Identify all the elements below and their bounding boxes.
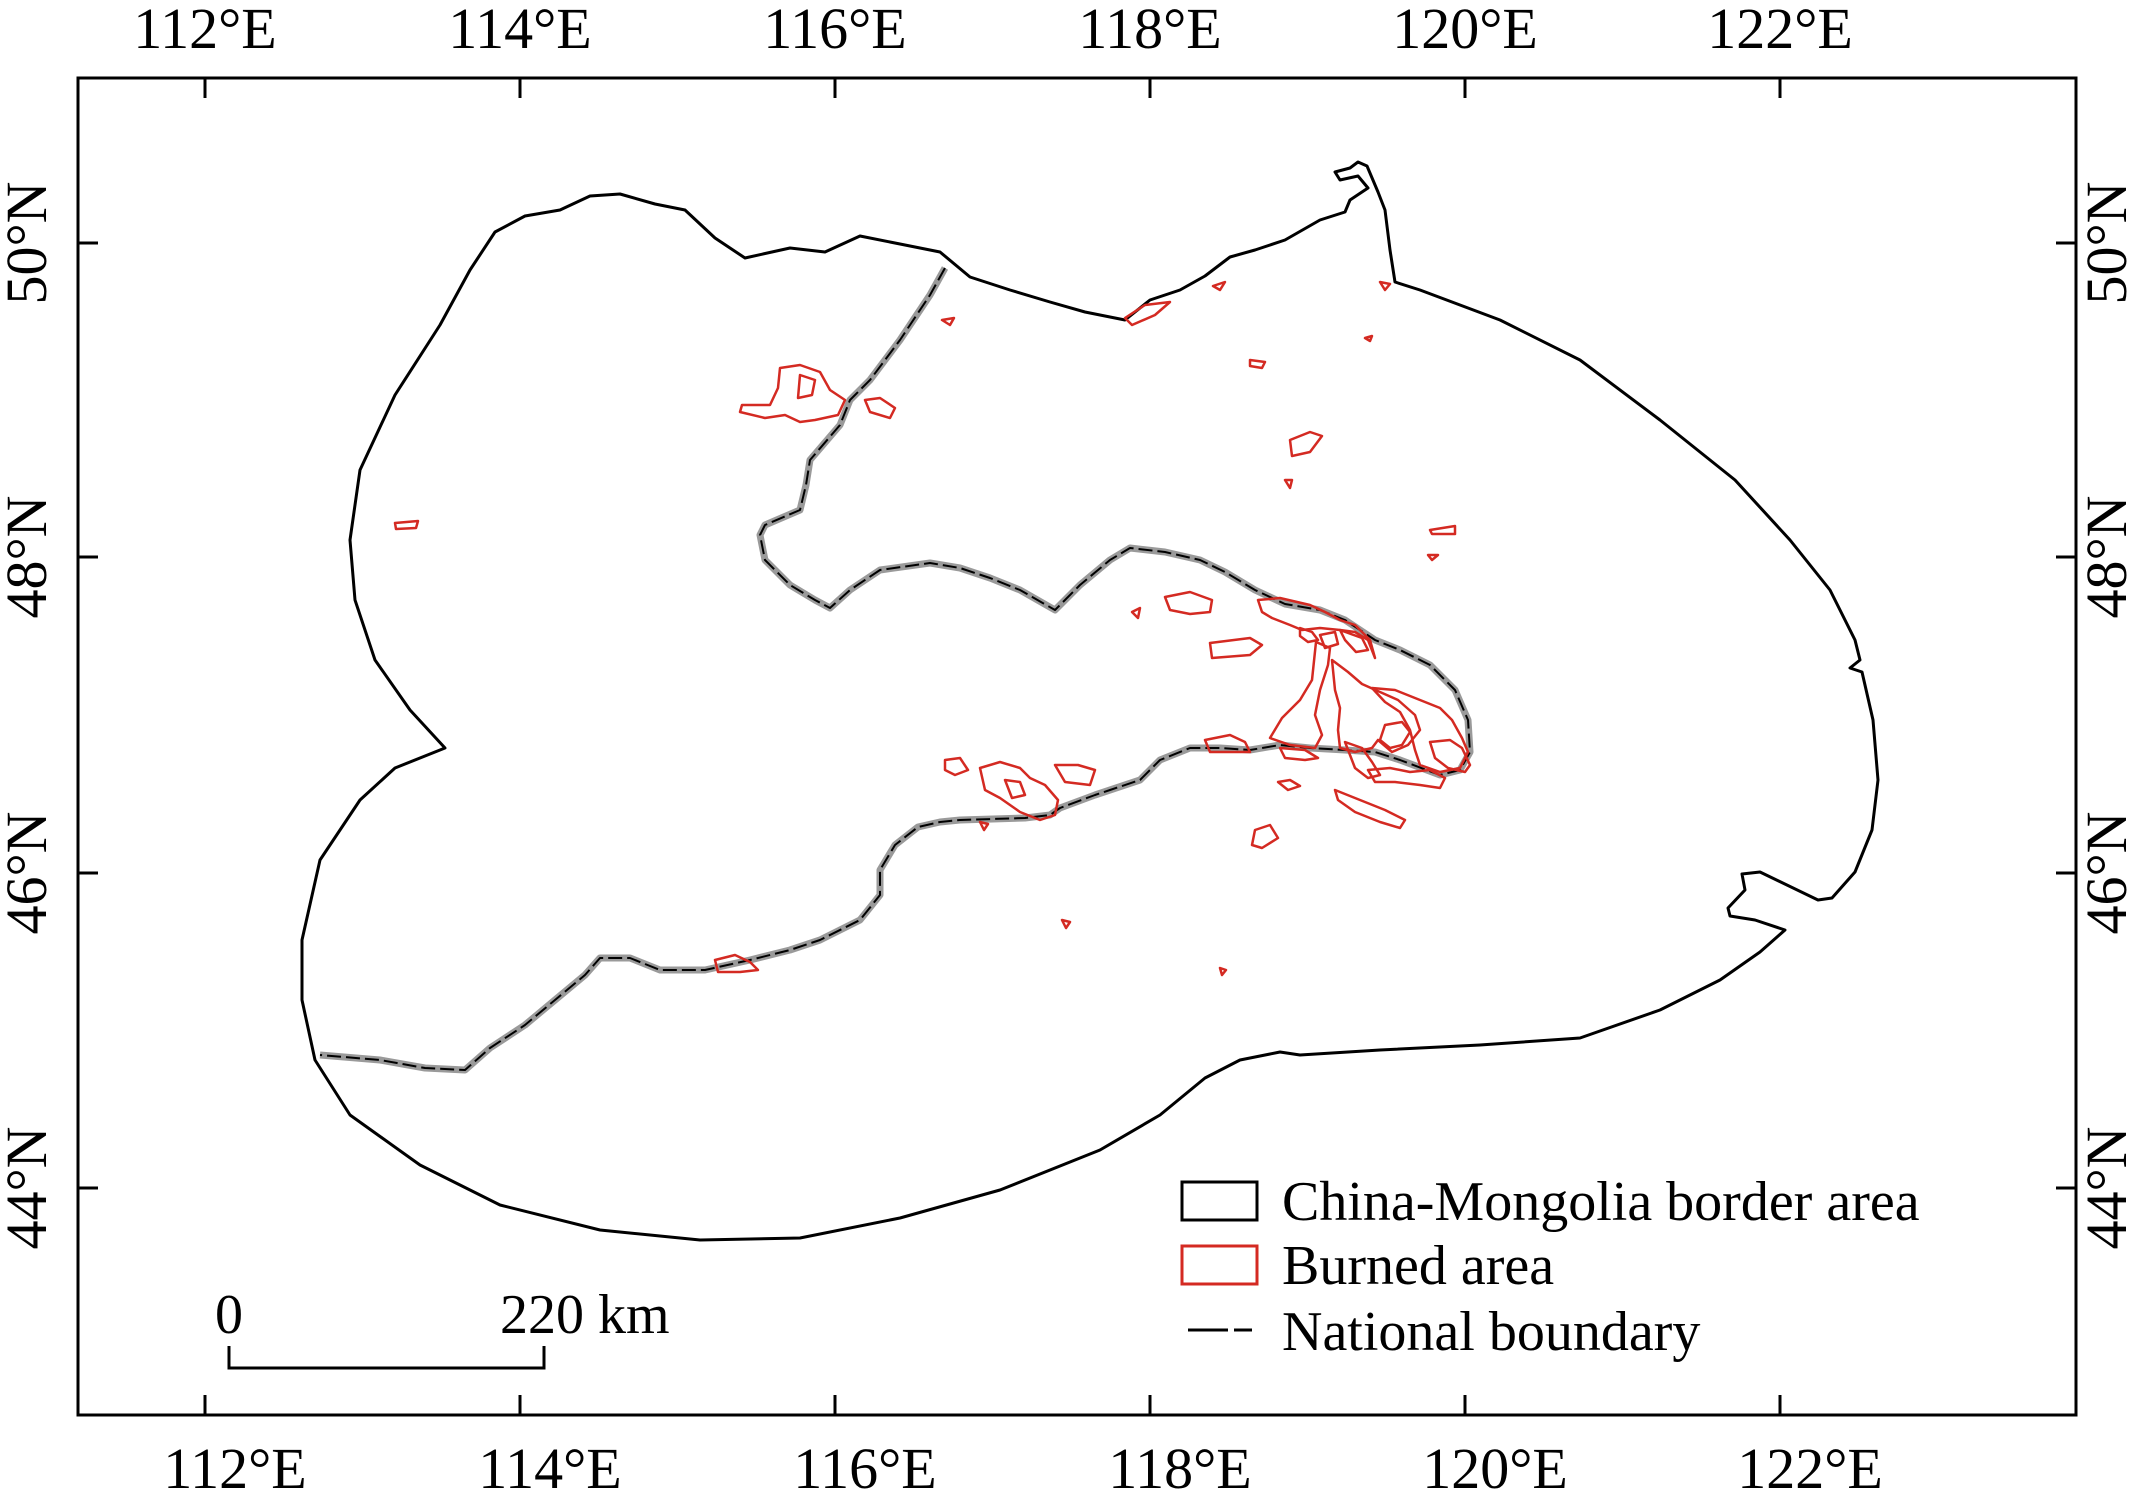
burned-area-polygon [738, 363, 847, 424]
legend-swatch-burned-area [1180, 1244, 1259, 1286]
burned-area-polygon [1428, 524, 1457, 536]
study-area-outline [300, 160, 1880, 1242]
burned-area-polygon [863, 396, 897, 420]
legend-label-national-boundary: National boundary [1282, 1301, 1700, 1363]
burned-area-polygon [1203, 733, 1252, 754]
bottom-longitude-labels: 112°E 114°E 116°E 118°E 120°E 122°E [163, 1436, 1883, 1496]
legend-swatch-study-area [1180, 1180, 1259, 1222]
top-longitude-labels: 112°E 114°E 116°E 118°E 120°E 122°E [133, 0, 1853, 61]
national-boundary [319, 266, 1474, 1074]
right-lat-label: 48°N [2074, 495, 2139, 618]
burned-area-polygon [1256, 596, 1377, 660]
burned-area-polygon [1208, 636, 1264, 660]
burned-area-polygon [1211, 280, 1227, 292]
burned-areas [393, 280, 1472, 977]
bottom-lon-label: 118°E [1108, 1436, 1251, 1496]
burned-area-polygon [1370, 686, 1470, 774]
right-latitude-labels: 50°N 48°N 46°N 44°N [2074, 181, 2139, 1249]
burned-area-polygon [1283, 478, 1294, 490]
burned-area-polygon [1366, 766, 1447, 790]
top-lon-label: 112°E [133, 0, 276, 61]
right-lat-label: 44°N [2074, 1126, 2139, 1249]
scale-bar: 0 220 km [215, 1284, 670, 1370]
bottom-lon-label: 120°E [1422, 1436, 1568, 1496]
burned-area-polygon [1338, 628, 1370, 654]
burned-area-polygon [1250, 823, 1280, 850]
burned-area-polygon [1288, 430, 1324, 458]
burned-area-polygon [1053, 763, 1097, 787]
legend-label-study-area: China-Mongolia border area [1282, 1171, 1920, 1233]
legend: China-Mongolia border area Burned area N… [1180, 1171, 1920, 1363]
burned-area-polygon [713, 953, 760, 974]
burned-area-polygon [1163, 590, 1214, 616]
burned-area-polygon [1363, 334, 1374, 343]
scale-bar-end-label: 220 km [500, 1284, 670, 1346]
bottom-lon-label: 114°E [478, 1436, 621, 1496]
burned-area-polygon [1060, 918, 1072, 930]
burned-area-polygon [1278, 746, 1320, 762]
burned-area-polygon [796, 373, 817, 400]
burned-area-polygon [1130, 606, 1142, 620]
left-latitude-labels: 50°N 48°N 46°N 44°N [0, 181, 59, 1249]
burned-area-polygon [978, 820, 990, 832]
legend-label-burned-area: Burned area [1282, 1235, 1554, 1297]
burned-area-polygon [1428, 738, 1472, 774]
burned-area-polygon [1123, 300, 1172, 327]
burned-area-polygon [393, 519, 420, 531]
scale-bar-start-label: 0 [215, 1284, 243, 1346]
bottom-lon-label: 116°E [793, 1436, 936, 1496]
burned-area-polygon [1276, 778, 1302, 792]
map-frame [76, 76, 2078, 1417]
burned-area-polygon [1343, 740, 1382, 780]
graticule-ticks [78, 78, 2076, 1415]
top-lon-label: 122°E [1707, 0, 1853, 61]
burned-area-polygon [1248, 358, 1267, 370]
burned-area-polygon [1218, 966, 1228, 977]
right-lat-label: 46°N [2074, 811, 2139, 934]
right-lat-label: 50°N [2074, 181, 2139, 304]
left-lat-label: 50°N [0, 181, 59, 304]
left-lat-label: 44°N [0, 1126, 59, 1249]
burned-area-polygon [1268, 640, 1332, 750]
burned-area-polygon [1318, 630, 1340, 650]
burned-area-polygon [978, 760, 1060, 822]
left-lat-label: 46°N [0, 811, 59, 934]
top-lon-label: 118°E [1078, 0, 1221, 61]
burned-area-polygon [1426, 553, 1440, 562]
bottom-lon-label: 112°E [163, 1436, 306, 1496]
burned-area-polygon [943, 756, 970, 777]
burned-area-polygon [1333, 788, 1407, 830]
top-lon-label: 120°E [1392, 0, 1538, 61]
top-lon-label: 114°E [448, 0, 591, 61]
burned-area-polygon [1003, 778, 1027, 800]
top-lon-label: 116°E [763, 0, 906, 61]
burned-area-polygon [1298, 626, 1320, 644]
left-lat-label: 48°N [0, 495, 59, 618]
burned-area-polygon [1378, 280, 1392, 292]
burned-area-polygon [940, 316, 956, 327]
burned-area-polygon [1378, 720, 1412, 750]
bottom-lon-label: 122°E [1737, 1436, 1883, 1496]
